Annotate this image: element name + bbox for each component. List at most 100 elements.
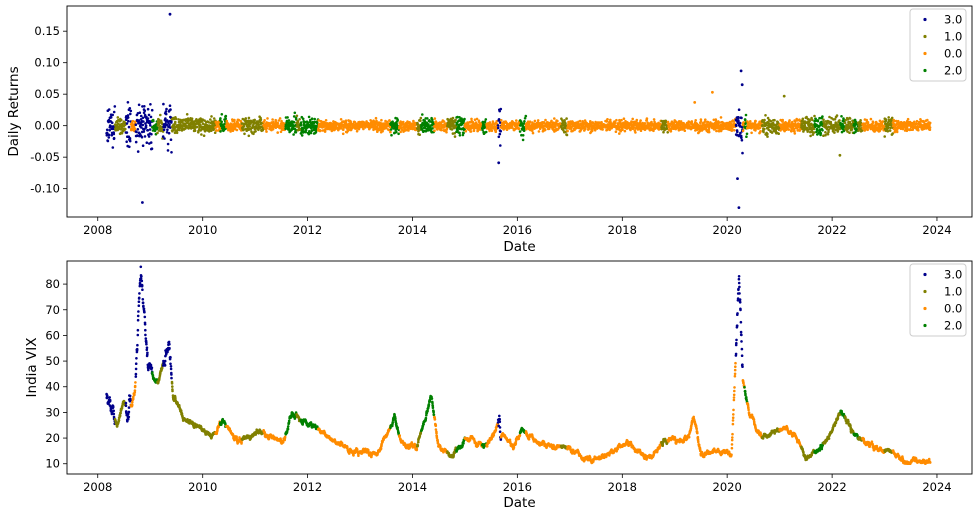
return-point — [152, 119, 155, 123]
return-point — [113, 105, 117, 108]
return-point — [750, 131, 753, 135]
vix-point — [108, 396, 111, 399]
return-point-extreme — [740, 83, 744, 87]
return-point — [271, 127, 275, 131]
return-point — [420, 125, 424, 128]
return-point — [105, 128, 109, 132]
return-point — [339, 127, 343, 130]
return-point — [166, 128, 169, 131]
returns-x-tick-label: 2020 — [713, 223, 742, 237]
return-point — [859, 119, 862, 122]
return-point — [744, 113, 748, 117]
return-point — [887, 126, 890, 130]
return-point — [481, 128, 484, 132]
return-point — [266, 117, 269, 120]
return-point — [207, 130, 211, 133]
return-point — [773, 118, 776, 122]
return-point — [159, 129, 163, 133]
return-point — [224, 114, 228, 118]
vix-point — [163, 359, 167, 363]
return-point — [135, 130, 138, 134]
vix-point — [144, 328, 147, 332]
vix-point — [144, 333, 147, 337]
return-point — [145, 115, 148, 119]
return-point — [606, 118, 609, 121]
return-point — [813, 131, 816, 134]
vix-point — [169, 362, 172, 366]
return-point — [140, 135, 144, 139]
returns-x-tick-label: 2010 — [188, 223, 217, 237]
return-point — [515, 119, 518, 122]
vix-point — [134, 375, 138, 378]
return-point — [717, 121, 721, 124]
return-point — [793, 132, 797, 135]
returns-x-tick-label: 2012 — [293, 223, 322, 237]
return-point — [247, 134, 251, 138]
return-point — [129, 109, 133, 113]
return-point — [917, 128, 920, 132]
return-point — [458, 116, 461, 119]
return-point — [615, 118, 618, 122]
return-point — [127, 119, 130, 123]
vix-point — [124, 404, 128, 408]
return-point-extreme — [693, 101, 697, 104]
return-point — [166, 142, 170, 146]
return-point — [292, 120, 296, 124]
return-point — [167, 131, 171, 135]
return-point — [528, 120, 532, 123]
return-point — [522, 122, 526, 125]
return-point — [521, 138, 525, 142]
return-point — [666, 131, 669, 134]
return-point — [395, 122, 399, 126]
return-point — [445, 130, 448, 134]
return-point — [766, 135, 769, 138]
return-point — [321, 129, 325, 132]
return-point — [381, 129, 384, 133]
return-point — [520, 122, 524, 125]
return-point — [341, 132, 345, 136]
return-point — [396, 118, 400, 122]
return-point — [313, 117, 317, 121]
return-point — [385, 126, 388, 130]
return-point — [431, 127, 434, 130]
return-point — [500, 119, 503, 122]
return-point — [295, 114, 299, 118]
return-point — [600, 121, 603, 124]
vix-point — [145, 346, 149, 350]
return-point — [764, 114, 767, 117]
return-point — [736, 130, 739, 134]
return-point — [303, 120, 307, 124]
return-point — [142, 120, 145, 123]
return-point — [352, 122, 355, 126]
return-point — [762, 130, 765, 134]
return-point — [285, 119, 289, 123]
returns-points — [105, 12, 932, 210]
return-point — [464, 129, 468, 133]
return-point — [451, 116, 455, 120]
return-point — [473, 118, 477, 121]
return-point — [120, 131, 124, 135]
return-point — [397, 132, 400, 136]
return-point — [809, 134, 812, 138]
return-point — [225, 119, 229, 123]
return-point — [253, 118, 256, 122]
return-point — [801, 117, 805, 121]
return-point — [265, 127, 269, 130]
return-point — [139, 122, 143, 126]
return-point — [623, 129, 627, 133]
return-point — [116, 116, 120, 119]
vix-point — [134, 362, 138, 366]
return-point — [498, 121, 502, 124]
vix-point — [169, 365, 173, 368]
return-point — [107, 133, 111, 137]
return-point — [110, 133, 114, 137]
return-point — [163, 125, 167, 129]
return-point — [150, 108, 154, 112]
return-point — [146, 107, 150, 111]
return-point — [229, 130, 232, 133]
vix-point — [126, 418, 130, 421]
return-point — [244, 117, 248, 120]
return-point — [824, 131, 827, 134]
return-point — [488, 129, 491, 133]
